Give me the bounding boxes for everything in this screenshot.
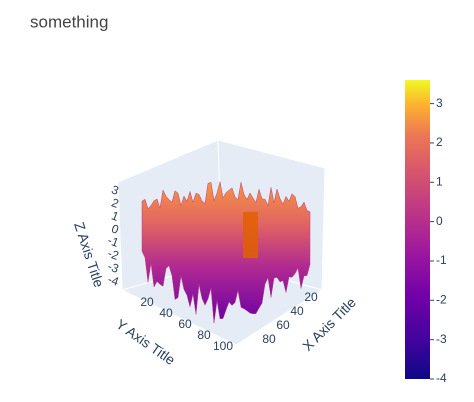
z-tick-label: 1: [110, 208, 121, 224]
x-tick-label: 40: [290, 304, 304, 318]
surface: [141, 181, 311, 324]
x-tick-label: 20: [304, 290, 318, 304]
y-tick-label: 100: [213, 339, 233, 353]
colorbar-tick-label: -4: [436, 371, 447, 385]
z-tick-label: -3: [106, 259, 121, 276]
surface-highlight: [243, 212, 258, 258]
y-axis-title: Y Axis Title: [113, 316, 178, 368]
z-tick-label: -1: [106, 233, 121, 250]
colorbar-tick-label: 2: [436, 135, 443, 149]
colorbar: [405, 80, 430, 379]
z-tick-label: 2: [110, 195, 121, 211]
y-tick-label: 80: [197, 328, 211, 342]
z-tick-label: -4: [106, 272, 121, 289]
colorbar-tick-label: -2: [436, 292, 447, 306]
chart-title: something: [30, 12, 108, 31]
colorbar-tick-label: 1: [436, 174, 443, 188]
colorbar-tick-label: 3: [436, 96, 443, 110]
y-tick-label: 40: [159, 306, 173, 320]
y-tick-label: 20: [140, 295, 154, 309]
x-tick-label: 60: [276, 318, 290, 332]
z-tick-label: 3: [110, 182, 121, 198]
z-tick-label: 0: [110, 221, 121, 237]
x-tick-label: 80: [262, 332, 276, 346]
colorbar-tick-label: 0: [436, 214, 443, 228]
colorbar-tick-label: -1: [436, 253, 447, 267]
y-tick-label: 60: [178, 317, 192, 331]
z-axis-title: Z Axis Title: [71, 220, 107, 290]
surface-patch: [141, 181, 311, 324]
colorbar-tick-label: -3: [436, 332, 447, 346]
z-tick-label: -2: [106, 246, 121, 263]
